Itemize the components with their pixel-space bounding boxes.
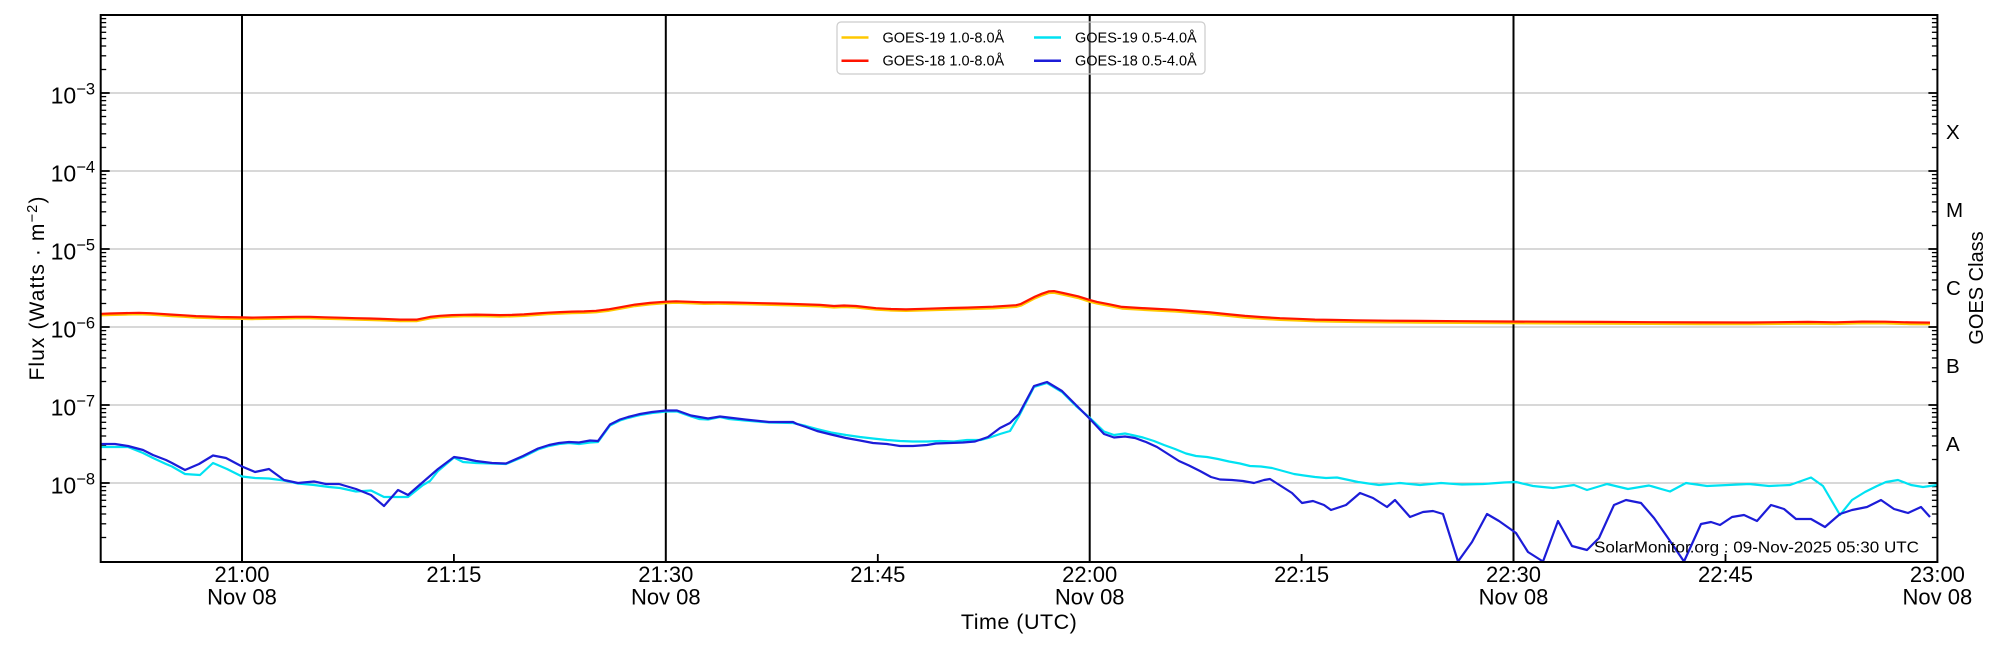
svg-text:M: M [1946,199,1963,222]
svg-text:X: X [1946,121,1960,144]
svg-text:GOES Class: GOES Class [1966,231,1988,344]
svg-text:22:15: 22:15 [1274,562,1329,587]
svg-text:22:45: 22:45 [1698,562,1753,587]
svg-text:Nov 08: Nov 08 [631,585,701,610]
svg-text:21:00: 21:00 [214,562,269,587]
svg-text:Flux (Watts · m−2): Flux (Watts · m−2) [25,195,49,380]
svg-text:23:00: 23:00 [1910,562,1965,587]
svg-text:21:45: 21:45 [850,562,905,587]
svg-text:22:00: 22:00 [1062,562,1117,587]
svg-text:10−4: 10−4 [51,159,95,187]
svg-text:GOES-18 1.0-8.0Å: GOES-18 1.0-8.0Å [883,52,1005,69]
svg-text:B: B [1946,355,1960,378]
svg-text:21:30: 21:30 [638,562,693,587]
svg-text:SolarMonitor.org : 09-Nov-2025: SolarMonitor.org : 09-Nov-2025 05:30 UTC [1594,540,1919,557]
svg-text:A: A [1946,433,1960,456]
svg-text:21:15: 21:15 [426,562,481,587]
svg-text:C: C [1946,277,1961,300]
svg-text:Nov 08: Nov 08 [1903,585,1973,610]
svg-text:Nov 08: Nov 08 [207,585,277,610]
svg-text:GOES-19 0.5-4.0Å: GOES-19 0.5-4.0Å [1075,30,1197,47]
svg-text:22:30: 22:30 [1486,562,1541,587]
svg-text:Nov 08: Nov 08 [1479,585,1549,610]
svg-text:10−6: 10−6 [51,315,95,343]
svg-text:GOES-18 0.5-4.0Å: GOES-18 0.5-4.0Å [1075,52,1197,69]
svg-text:Nov 08: Nov 08 [1055,585,1125,610]
svg-text:Time (UTC): Time (UTC) [961,610,1077,634]
svg-text:GOES-19 1.0-8.0Å: GOES-19 1.0-8.0Å [883,30,1005,47]
